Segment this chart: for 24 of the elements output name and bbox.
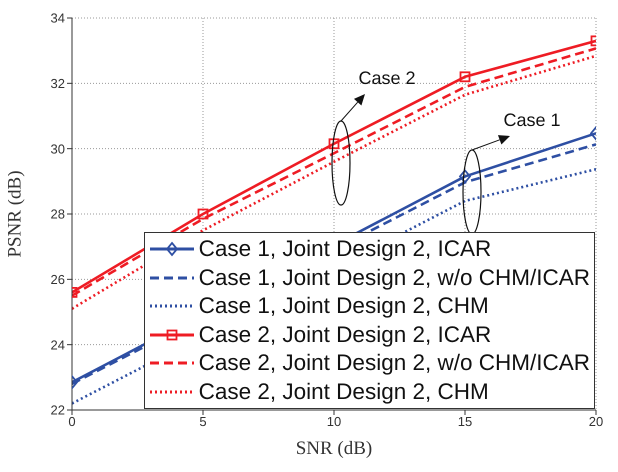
point: [198, 208, 208, 220]
y-tick-label: 28: [50, 206, 65, 222]
annotation: Case 1: [503, 110, 561, 130]
legend-label: Case 2, Joint Design 2, w/o CHM/ICAR: [198, 349, 590, 377]
y-tick-label: 32: [50, 76, 65, 91]
x-tick-label: 20: [588, 414, 604, 430]
x-axis-title: SNR (dB): [296, 438, 372, 459]
x-tick-label: 0: [68, 414, 76, 430]
legend-label: Case 2, Joint Design 2, CHM: [198, 378, 489, 406]
legend-label: Case 1, Joint Design 2, CHM: [198, 292, 489, 320]
point: [328, 138, 340, 150]
x-tick-label: 5: [199, 414, 207, 430]
legend-label: Case 2, Joint Design 2, ICAR: [198, 320, 492, 349]
x-tick-label: 10: [326, 414, 342, 430]
y-tick-label: 24: [50, 337, 65, 352]
x-tick-label: 15: [458, 414, 472, 430]
legend-label: Case 1, Joint Design 2, w/o CHM/ICAR: [198, 264, 590, 292]
point: [460, 71, 470, 82]
y-tick-label: 34: [50, 10, 65, 26]
y-tick-label: 30: [50, 141, 65, 156]
legend-label: Case 1, Joint Design 2, ICAR: [198, 235, 492, 263]
annotation: Case 2: [358, 68, 416, 88]
y-tick-label: 22: [50, 402, 65, 418]
y-tick-label: 26: [50, 272, 65, 287]
